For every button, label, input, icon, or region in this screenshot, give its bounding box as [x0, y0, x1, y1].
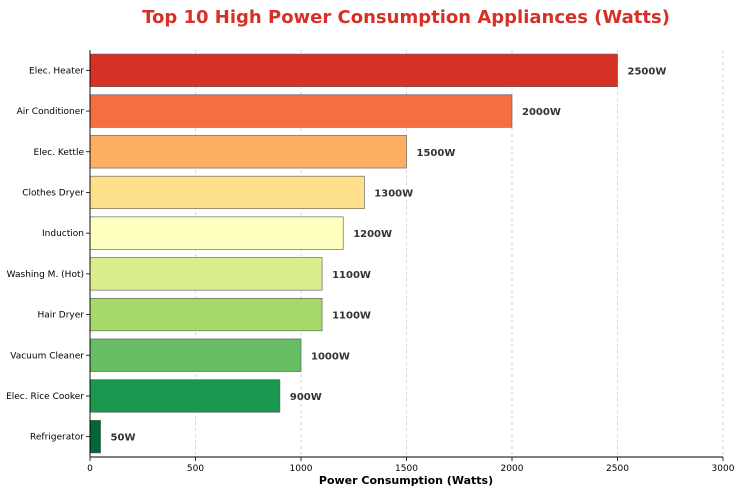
bar — [89, 216, 344, 250]
bar — [89, 135, 407, 169]
x-tick-label: 0 — [87, 464, 93, 474]
bar-value-label: 1100W — [332, 270, 371, 281]
chart-title: Top 10 High Power Consumption Appliances… — [142, 7, 670, 28]
category-label: Washing M. (Hot) — [7, 270, 84, 280]
bars-group: 2500W 2000W 1500W 1300W 1200W 1100W 1100W 1000W… — [89, 53, 667, 454]
bar-value-label: 2000W — [522, 107, 561, 118]
category-label: Refrigerator — [30, 433, 84, 443]
bar — [89, 53, 618, 87]
category-label: Clothes Dryer — [22, 188, 84, 198]
x-axis-label: Power Consumption (Watts) — [319, 474, 493, 487]
bar-value-label: 1100W — [332, 311, 371, 322]
bar — [89, 257, 323, 291]
axes: 0 500 1000 1500 2000 2500 3000 Elec. Heater Air … — [6, 50, 735, 474]
category-label: Vacuum Cleaner — [10, 351, 84, 361]
bar-value-label: 1000W — [311, 351, 350, 362]
x-tick-label: 3000 — [712, 464, 735, 474]
category-label: Induction — [42, 229, 84, 239]
bar-value-label: 900W — [290, 392, 322, 403]
bar-value-label: 2500W — [628, 66, 667, 77]
x-tick-label: 1500 — [395, 464, 418, 474]
bar — [89, 420, 101, 454]
bar-value-label: 1200W — [353, 229, 392, 240]
bar-value-label: 1300W — [374, 188, 413, 199]
category-label: Elec. Rice Cooker — [6, 392, 84, 402]
bar — [89, 94, 513, 128]
category-label: Hair Dryer — [37, 311, 84, 321]
bar — [89, 175, 365, 210]
category-label: Air Conditioner — [17, 107, 85, 117]
bar-value-label: 50W — [111, 433, 136, 444]
bar — [89, 379, 281, 413]
bar-value-label: 1500W — [417, 148, 456, 159]
category-label: Elec. Heater — [29, 66, 84, 76]
bar — [89, 297, 323, 332]
bar — [89, 338, 302, 372]
x-tick-label: 500 — [187, 464, 204, 474]
x-tick-label: 2000 — [501, 464, 524, 474]
x-tick-label: 1000 — [290, 464, 313, 474]
category-label: Elec. Kettle — [34, 148, 85, 158]
x-tick-label: 2500 — [606, 464, 629, 474]
